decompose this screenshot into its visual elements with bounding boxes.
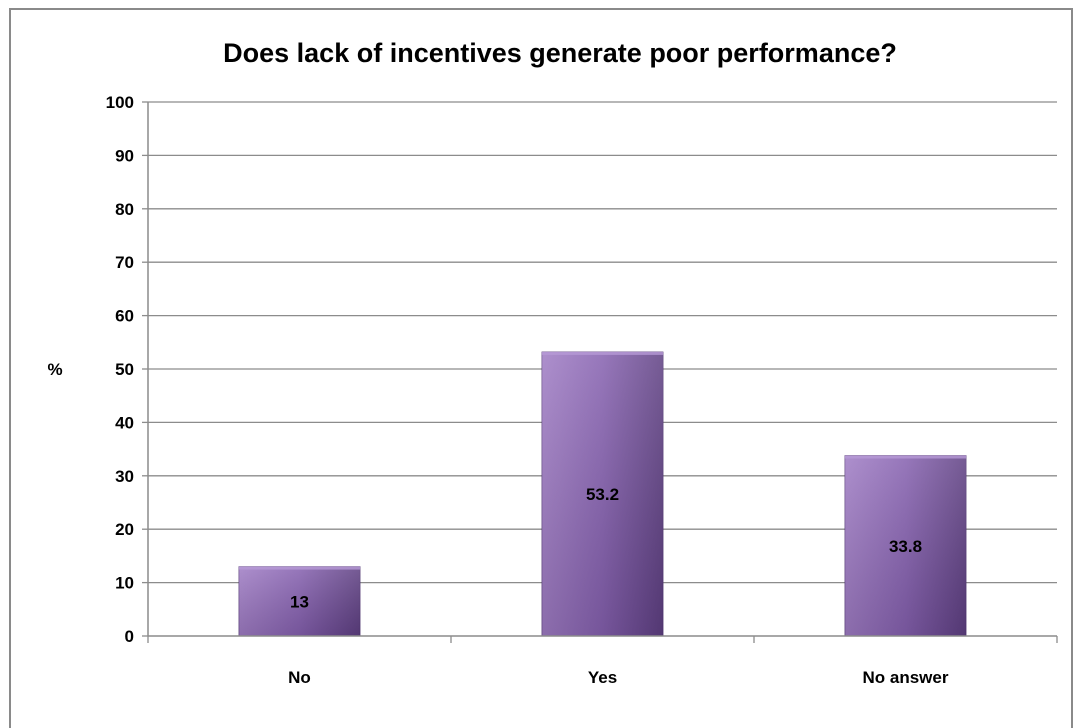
y-tick-label: 30 — [115, 467, 134, 486]
bar-shading — [541, 351, 664, 636]
axes — [147, 102, 1058, 643]
y-tick-label: 0 — [125, 627, 134, 646]
bar-top-highlight — [844, 455, 967, 459]
bar-chart: Does lack of incentives generate poor pe… — [47, 38, 1058, 687]
y-tick-label: 90 — [115, 146, 134, 165]
bars — [238, 351, 967, 637]
x-category-labels: No Yes No answer — [288, 668, 949, 687]
y-tick-label: 20 — [115, 520, 134, 539]
data-label: 33.8 — [889, 537, 922, 556]
y-tick-label: 40 — [115, 413, 134, 432]
y-tick-label: 80 — [115, 200, 134, 219]
data-label: 53.2 — [586, 485, 619, 504]
y-axis-label: % — [47, 360, 62, 379]
data-labels: 13 53.2 33.8 — [290, 485, 922, 611]
bar-shading — [844, 455, 967, 636]
y-tick-label: 10 — [115, 574, 134, 593]
x-category-label: Yes — [588, 668, 617, 687]
chart-title: Does lack of incentives generate poor pe… — [223, 38, 897, 68]
y-tick-label: 70 — [115, 253, 134, 272]
x-category-label: No answer — [863, 668, 949, 687]
data-label: 13 — [290, 592, 309, 611]
y-tick-label: 100 — [106, 93, 134, 112]
y-tick-label: 50 — [115, 360, 134, 379]
y-tick-labels: 0 10 20 30 40 50 60 70 80 90 100 — [106, 93, 134, 646]
bar-top-highlight — [238, 566, 361, 570]
x-category-label: No — [288, 668, 311, 687]
chart-frame — [9, 8, 1073, 728]
bar-top-highlight — [541, 351, 664, 355]
bar-shading — [238, 566, 361, 636]
y-tick-label: 60 — [115, 307, 134, 326]
